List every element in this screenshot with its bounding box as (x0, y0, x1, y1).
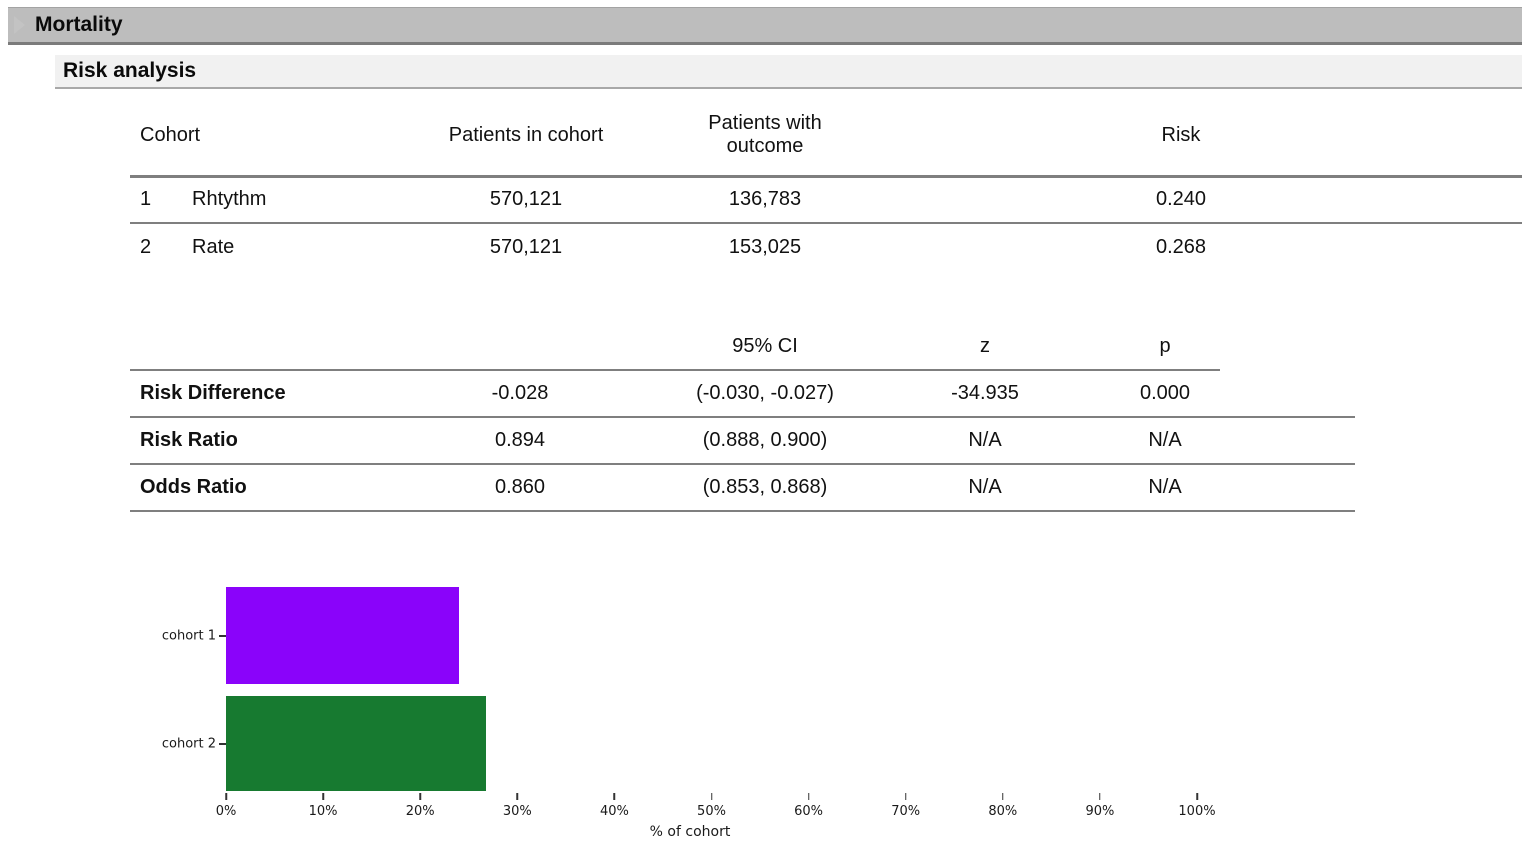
cohort-number: 2 (140, 235, 152, 258)
section-header-mortality[interactable]: Mortality (8, 7, 1522, 45)
x-tick-mark (904, 793, 907, 800)
x-tick-mark (419, 793, 421, 800)
stat-p: N/A (1110, 464, 1220, 512)
stat-ci: (0.853, 0.868) (670, 464, 860, 512)
stat-estimate: 0.860 (370, 464, 670, 512)
x-tick-label: 0% (215, 804, 237, 819)
y-tick-label: cohort 1 (161, 628, 216, 643)
x-tick-mark (1196, 793, 1198, 800)
col-header-spacer (1220, 324, 1355, 370)
subsection-header-risk-analysis[interactable]: Risk analysis (55, 55, 1522, 89)
y-tick-mark (219, 742, 226, 745)
x-tick-label: 40% (599, 804, 629, 819)
col-header-patients-in-cohort: Patients in cohort (362, 96, 690, 178)
y-tick-mark (219, 634, 226, 637)
patients-with-outcome-value: 153,025 (728, 235, 802, 258)
y-tick-label: cohort 2 (161, 736, 216, 751)
stat-spacer (1220, 370, 1355, 418)
patients-with-outcome-value: 136,783 (690, 176, 840, 224)
x-tick-mark (516, 793, 519, 800)
stat-spacer (1220, 417, 1355, 465)
risk-statistics-table: 95% CI z p Risk Difference -0.028 (-0.03… (130, 324, 1355, 512)
x-tick-label: 20% (405, 804, 435, 819)
x-tick-label: 10% (308, 804, 338, 819)
x-tick-label: 50% (697, 804, 726, 819)
patients-in-cohort-value: 570,121 (489, 235, 563, 258)
section-title: Mortality (35, 13, 123, 36)
col-header-blank-estimate (370, 324, 670, 371)
x-tick-label: 30% (502, 804, 532, 819)
patients-in-cohort-value: 570,121 (362, 176, 690, 224)
collapse-icon (14, 16, 25, 34)
x-tick-label: 80% (988, 804, 1018, 819)
stat-z: N/A (860, 464, 1110, 512)
stats-table-header-row: 95% CI z p (130, 324, 1355, 371)
stats-row-risk-ratio: Risk Ratio 0.894 (0.888, 0.900) N/A N/A (130, 417, 1355, 465)
stat-ci: (-0.030, -0.027) (670, 370, 860, 418)
cohort-table: Cohort Patients in cohort Patients with … (130, 96, 1522, 270)
cohort-name: Rhtythm (182, 176, 362, 224)
x-tick-label: 90% (1085, 804, 1115, 819)
stats-row-odds-ratio: Odds Ratio 0.860 (0.853, 0.868) N/A N/A (130, 464, 1355, 512)
col-header-blank-label (130, 324, 370, 371)
stat-z: N/A (860, 417, 1110, 465)
x-tick-mark (1099, 793, 1101, 800)
bar-cohort-2 (226, 696, 487, 791)
stat-p: N/A (1110, 417, 1220, 465)
x-tick-mark (613, 793, 616, 800)
cohort-table-header-row: Cohort Patients in cohort Patients with … (130, 96, 1522, 178)
stats-row-risk-difference: Risk Difference -0.028 (-0.030, -0.027) … (130, 370, 1355, 418)
x-tick-mark (225, 793, 227, 800)
stat-estimate: 0.894 (370, 417, 670, 465)
bar-cohort-1 (226, 587, 460, 684)
x-tick-label: 70% (891, 804, 921, 819)
subsection-title: Risk analysis (63, 59, 197, 82)
x-axis-label: % of cohort (649, 824, 731, 840)
cohort-row-1: 1 Rhtythm 570,121 136,783 0.240 (130, 176, 1522, 224)
cohort-row-2: 2 Rate 570,121 153,025 0.268 (130, 223, 1522, 270)
col-header-z: z (860, 324, 1110, 371)
stat-label: Risk Difference (130, 370, 370, 418)
stat-label: Odds Ratio (130, 464, 370, 512)
stat-label: Risk Ratio (130, 417, 370, 465)
col-header-risk: Risk (840, 96, 1522, 178)
x-tick-mark (1002, 793, 1004, 800)
cohort-name: Rate (192, 235, 235, 258)
x-tick-label: 60% (794, 804, 824, 819)
col-header-cohort: Cohort (130, 96, 362, 178)
x-tick-mark (807, 793, 810, 800)
stat-spacer (1220, 464, 1355, 512)
risk-bar-chart: cohort 1 cohort 2 0% 10% 20% 30% 40% 50% 60% 70%… (0, 560, 1522, 846)
risk-value: 0.240 (840, 176, 1522, 224)
stat-ci: (0.888, 0.900) (670, 417, 860, 465)
col-header-p: p (1110, 324, 1220, 371)
x-tick-label: 100% (1178, 804, 1216, 819)
x-tick-mark (710, 793, 713, 800)
cohort-number: 1 (130, 176, 182, 224)
x-tick-mark (322, 793, 324, 800)
risk-value: 0.268 (1155, 235, 1207, 258)
col-header-patients-with-outcome: Patients with outcome (690, 96, 840, 178)
stat-p: 0.000 (1110, 370, 1220, 418)
stat-estimate: -0.028 (370, 370, 670, 418)
stat-z: -34.935 (860, 370, 1110, 418)
col-header-ci: 95% CI (670, 324, 860, 371)
